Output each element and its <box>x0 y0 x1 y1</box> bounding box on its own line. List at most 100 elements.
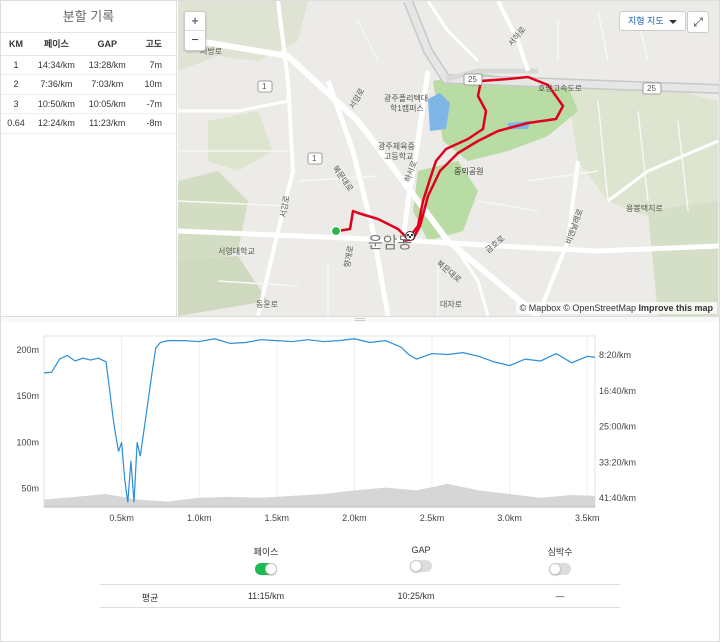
split-elev: 10m <box>132 74 176 95</box>
average-gap: 10:25/km <box>397 591 435 601</box>
elevation-pace-chart[interactable]: 0.5km 1.0km 1.5km 2.0km 2.5km 3.0km 3.5km 200m 1… <box>0 322 720 532</box>
zoom-in-button[interactable]: + <box>185 12 205 31</box>
map-label: 광주폴리텍대 <box>384 94 429 103</box>
y-tick-label-right: 25:00/km <box>599 422 636 432</box>
split-pace: 14:34/km <box>31 55 82 75</box>
toggle-pace[interactable]: 페이스 <box>236 545 296 578</box>
caret-down-icon <box>668 19 677 24</box>
x-tick-label: 0.5km <box>109 513 134 523</box>
map-label: 학1캠퍼스 <box>390 104 424 113</box>
y-tick-label-left: 150m <box>16 391 39 401</box>
split-pace: 10:50/km <box>31 94 82 114</box>
header-gap: GAP <box>81 33 133 56</box>
map-label: 서영대학교 <box>218 247 255 256</box>
averages-label: 평균 <box>141 593 159 603</box>
split-km: 0.64 <box>1 113 31 134</box>
splits-header-row: KM 페이스 GAP 고도 <box>1 33 176 56</box>
zoom-out-button[interactable]: − <box>191 32 199 47</box>
x-tick-label: 1.0km <box>187 513 212 523</box>
resize-handle[interactable] <box>1 316 719 322</box>
route-map[interactable]: 1 1 25 25 서방로 서암로 광주폴리텍대 학1캠퍼스 광주체육중 고등학… <box>178 1 719 316</box>
toggle-pace-switch[interactable] <box>255 563 277 575</box>
toggle-gap[interactable]: GAP <box>391 545 451 575</box>
map-label: 대자로 <box>440 300 463 309</box>
plot-area <box>43 335 596 508</box>
map-type-label: 지형 지도 <box>628 16 664 26</box>
toggle-knob <box>549 563 561 575</box>
averages-row: 평균 11:15/km 10:25/km — <box>100 584 620 608</box>
map-label: 용봉택지로 <box>626 204 663 213</box>
toggle-hr-label: 심박수 <box>547 547 573 557</box>
map-label: 동운로 <box>256 300 279 309</box>
split-gap: 13:28/km <box>81 55 133 75</box>
road-shield-25: 25 <box>468 75 477 84</box>
attribution-mapbox-link[interactable]: © Mapbox <box>519 303 561 313</box>
header-elev: 고도 <box>132 33 176 56</box>
toggle-knob <box>410 560 422 572</box>
split-pace: 7:36/km <box>31 74 82 95</box>
grip-icon <box>355 318 365 321</box>
split-elev: -7m <box>132 94 176 114</box>
split-row[interactable]: 3 10:50/km 10:05/km -7m <box>1 94 176 114</box>
map-canvas <box>178 1 719 316</box>
attribution-osm-link[interactable]: © OpenStreetMap <box>563 303 636 313</box>
map-type-dropdown[interactable]: 지형 지도 <box>619 11 686 31</box>
elevation-area <box>44 483 595 507</box>
splits-title: 분할 기록 <box>1 1 176 33</box>
split-gap: 7:03/km <box>81 74 133 95</box>
series-toggles: 페이스 GAP 심박수 <box>0 545 720 585</box>
split-gap: 10:05/km <box>81 94 133 114</box>
toggle-gap-label: GAP <box>411 545 431 555</box>
y-tick-label-right: 33:20/km <box>599 457 636 467</box>
split-elev: 7m <box>132 55 176 75</box>
header-km: KM <box>1 33 31 56</box>
route-start-marker <box>330 225 342 237</box>
toggle-gap-switch[interactable] <box>410 560 432 572</box>
split-row[interactable]: 0.64 12:24/km 11:23/km -8m <box>1 113 176 134</box>
split-elev: -8m <box>132 113 176 134</box>
splits-table: KM 페이스 GAP 고도 1 14:34/km 13:28/km 7m 2 7… <box>1 33 176 134</box>
y-tick-label-right: 8:20/km <box>599 350 631 360</box>
toggle-pace-label: 페이스 <box>253 547 279 557</box>
map-label: 운암동 <box>368 235 413 252</box>
fullscreen-icon: ⤢ <box>693 15 703 29</box>
split-row[interactable]: 1 14:34/km 13:28/km 7m <box>1 55 176 75</box>
map-label: 중외공원 <box>454 167 484 176</box>
splits-panel: 분할 기록 KM 페이스 GAP 고도 1 14:34/km 13:28/km … <box>1 1 177 316</box>
improve-map-link[interactable]: Improve this map <box>638 303 713 313</box>
header-pace: 페이스 <box>31 33 82 56</box>
toggle-hr-switch[interactable] <box>549 563 571 575</box>
y-tick-label-left: 100m <box>16 437 39 447</box>
split-km: 3 <box>1 94 31 114</box>
average-pace: 11:15/km <box>247 591 285 601</box>
zoom-control: + − <box>184 11 206 51</box>
map-attribution: © Mapbox © OpenStreetMap Improve this ma… <box>515 302 717 314</box>
x-tick-label: 1.5km <box>265 513 290 523</box>
map-label: 고등학교 <box>384 152 414 161</box>
road-shield-25b: 25 <box>647 84 656 93</box>
map-label: 호남고속도로 <box>538 84 583 93</box>
split-km: 2 <box>1 74 31 95</box>
pace-line <box>43 338 596 503</box>
average-hr: — <box>555 591 565 601</box>
x-tick-label: 3.5km <box>575 513 600 523</box>
y-tick-label-left: 50m <box>21 484 39 494</box>
y-tick-label-right: 16:40/km <box>599 386 636 396</box>
map-label: 광주체육중 <box>378 142 415 151</box>
route-line <box>337 75 565 243</box>
split-row[interactable]: 2 7:36/km 7:03/km 10m <box>1 74 176 95</box>
x-tick-label: 2.5km <box>420 513 445 523</box>
y-tick-label-right: 41:40/km <box>599 493 636 503</box>
x-tick-label: 3.0km <box>497 513 522 523</box>
split-gap: 11:23/km <box>81 113 133 134</box>
x-tick-label: 2.0km <box>342 513 367 523</box>
split-pace: 12:24/km <box>31 113 82 134</box>
chart-canvas: 0.5km 1.0km 1.5km 2.0km 2.5km 3.0km 3.5km 200m 1… <box>16 335 636 523</box>
y-tick-label-left: 200m <box>16 345 39 355</box>
map-label: 서방로 <box>200 47 223 56</box>
toggle-hr[interactable]: 심박수 <box>530 545 590 578</box>
road-shield-1: 1 <box>262 82 267 91</box>
fullscreen-button[interactable]: ⤢ <box>687 11 709 33</box>
road-shield-1b: 1 <box>312 154 317 163</box>
split-km: 1 <box>1 55 31 75</box>
